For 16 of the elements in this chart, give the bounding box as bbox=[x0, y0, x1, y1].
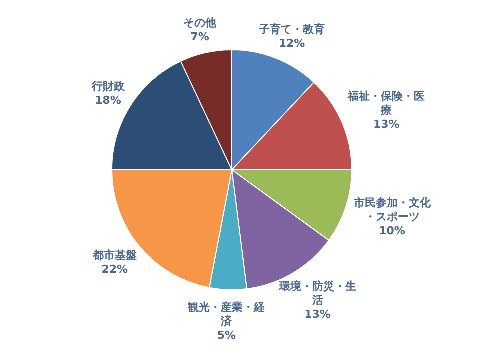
slice-label: 福祉・保険・医療 bbox=[347, 90, 426, 118]
data-label: 7% bbox=[190, 30, 210, 44]
data-label: 13% bbox=[373, 118, 400, 132]
data-label: 5% bbox=[217, 328, 236, 342]
slice-label: 環境・防災・生活 bbox=[278, 280, 356, 307]
data-label: 10% bbox=[379, 224, 406, 238]
data-label: 13% bbox=[304, 308, 331, 321]
slice-label: 行財政 bbox=[90, 80, 126, 93]
data-label: 22% bbox=[102, 262, 128, 276]
slice-label: 都市基盤 bbox=[92, 248, 137, 262]
slice-label: その他 bbox=[184, 16, 218, 30]
data-label: 18% bbox=[95, 94, 122, 107]
data-label: 12% bbox=[278, 37, 306, 50]
slice-label: 子育て・教育 bbox=[258, 23, 326, 36]
slice-label: 市民参加・文化・スポーツ bbox=[352, 196, 432, 224]
slice-label: 観光・産業・経済 bbox=[187, 300, 266, 328]
